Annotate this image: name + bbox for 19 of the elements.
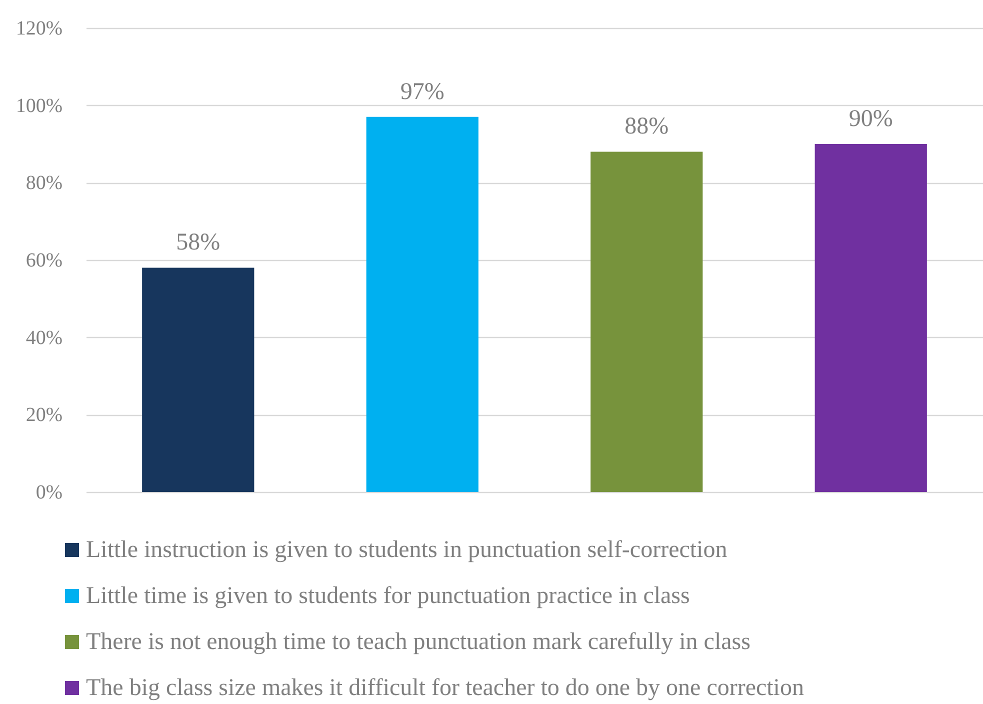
data-label: 58%: [176, 230, 220, 256]
y-tick-label: 40%: [26, 326, 62, 349]
y-tick-label: 120%: [16, 18, 62, 40]
y-tick-label: 20%: [26, 404, 62, 426]
bar: [814, 144, 927, 492]
bar: [590, 152, 703, 492]
legend-label: There is not enough time to teach punctuation mark carefully in class: [86, 629, 750, 655]
y-tick-label: 80%: [26, 172, 62, 194]
bar: [142, 268, 254, 492]
bar: [366, 116, 478, 492]
data-label: 88%: [624, 114, 669, 140]
legend-label: The big class size makes it difficult for teacher to do one by one correction: [86, 675, 804, 701]
y-tick-label: 60%: [26, 250, 62, 272]
legend-label: Little time is given to students for punctuation practice in class: [86, 583, 690, 609]
data-label: 90%: [848, 106, 893, 132]
y-tick-label: 100%: [16, 94, 62, 117]
y-tick-label: 0%: [36, 482, 62, 504]
data-label: 97%: [400, 78, 444, 105]
legend-label: Little instruction is given to students in punctuation self-correction: [86, 537, 728, 563]
